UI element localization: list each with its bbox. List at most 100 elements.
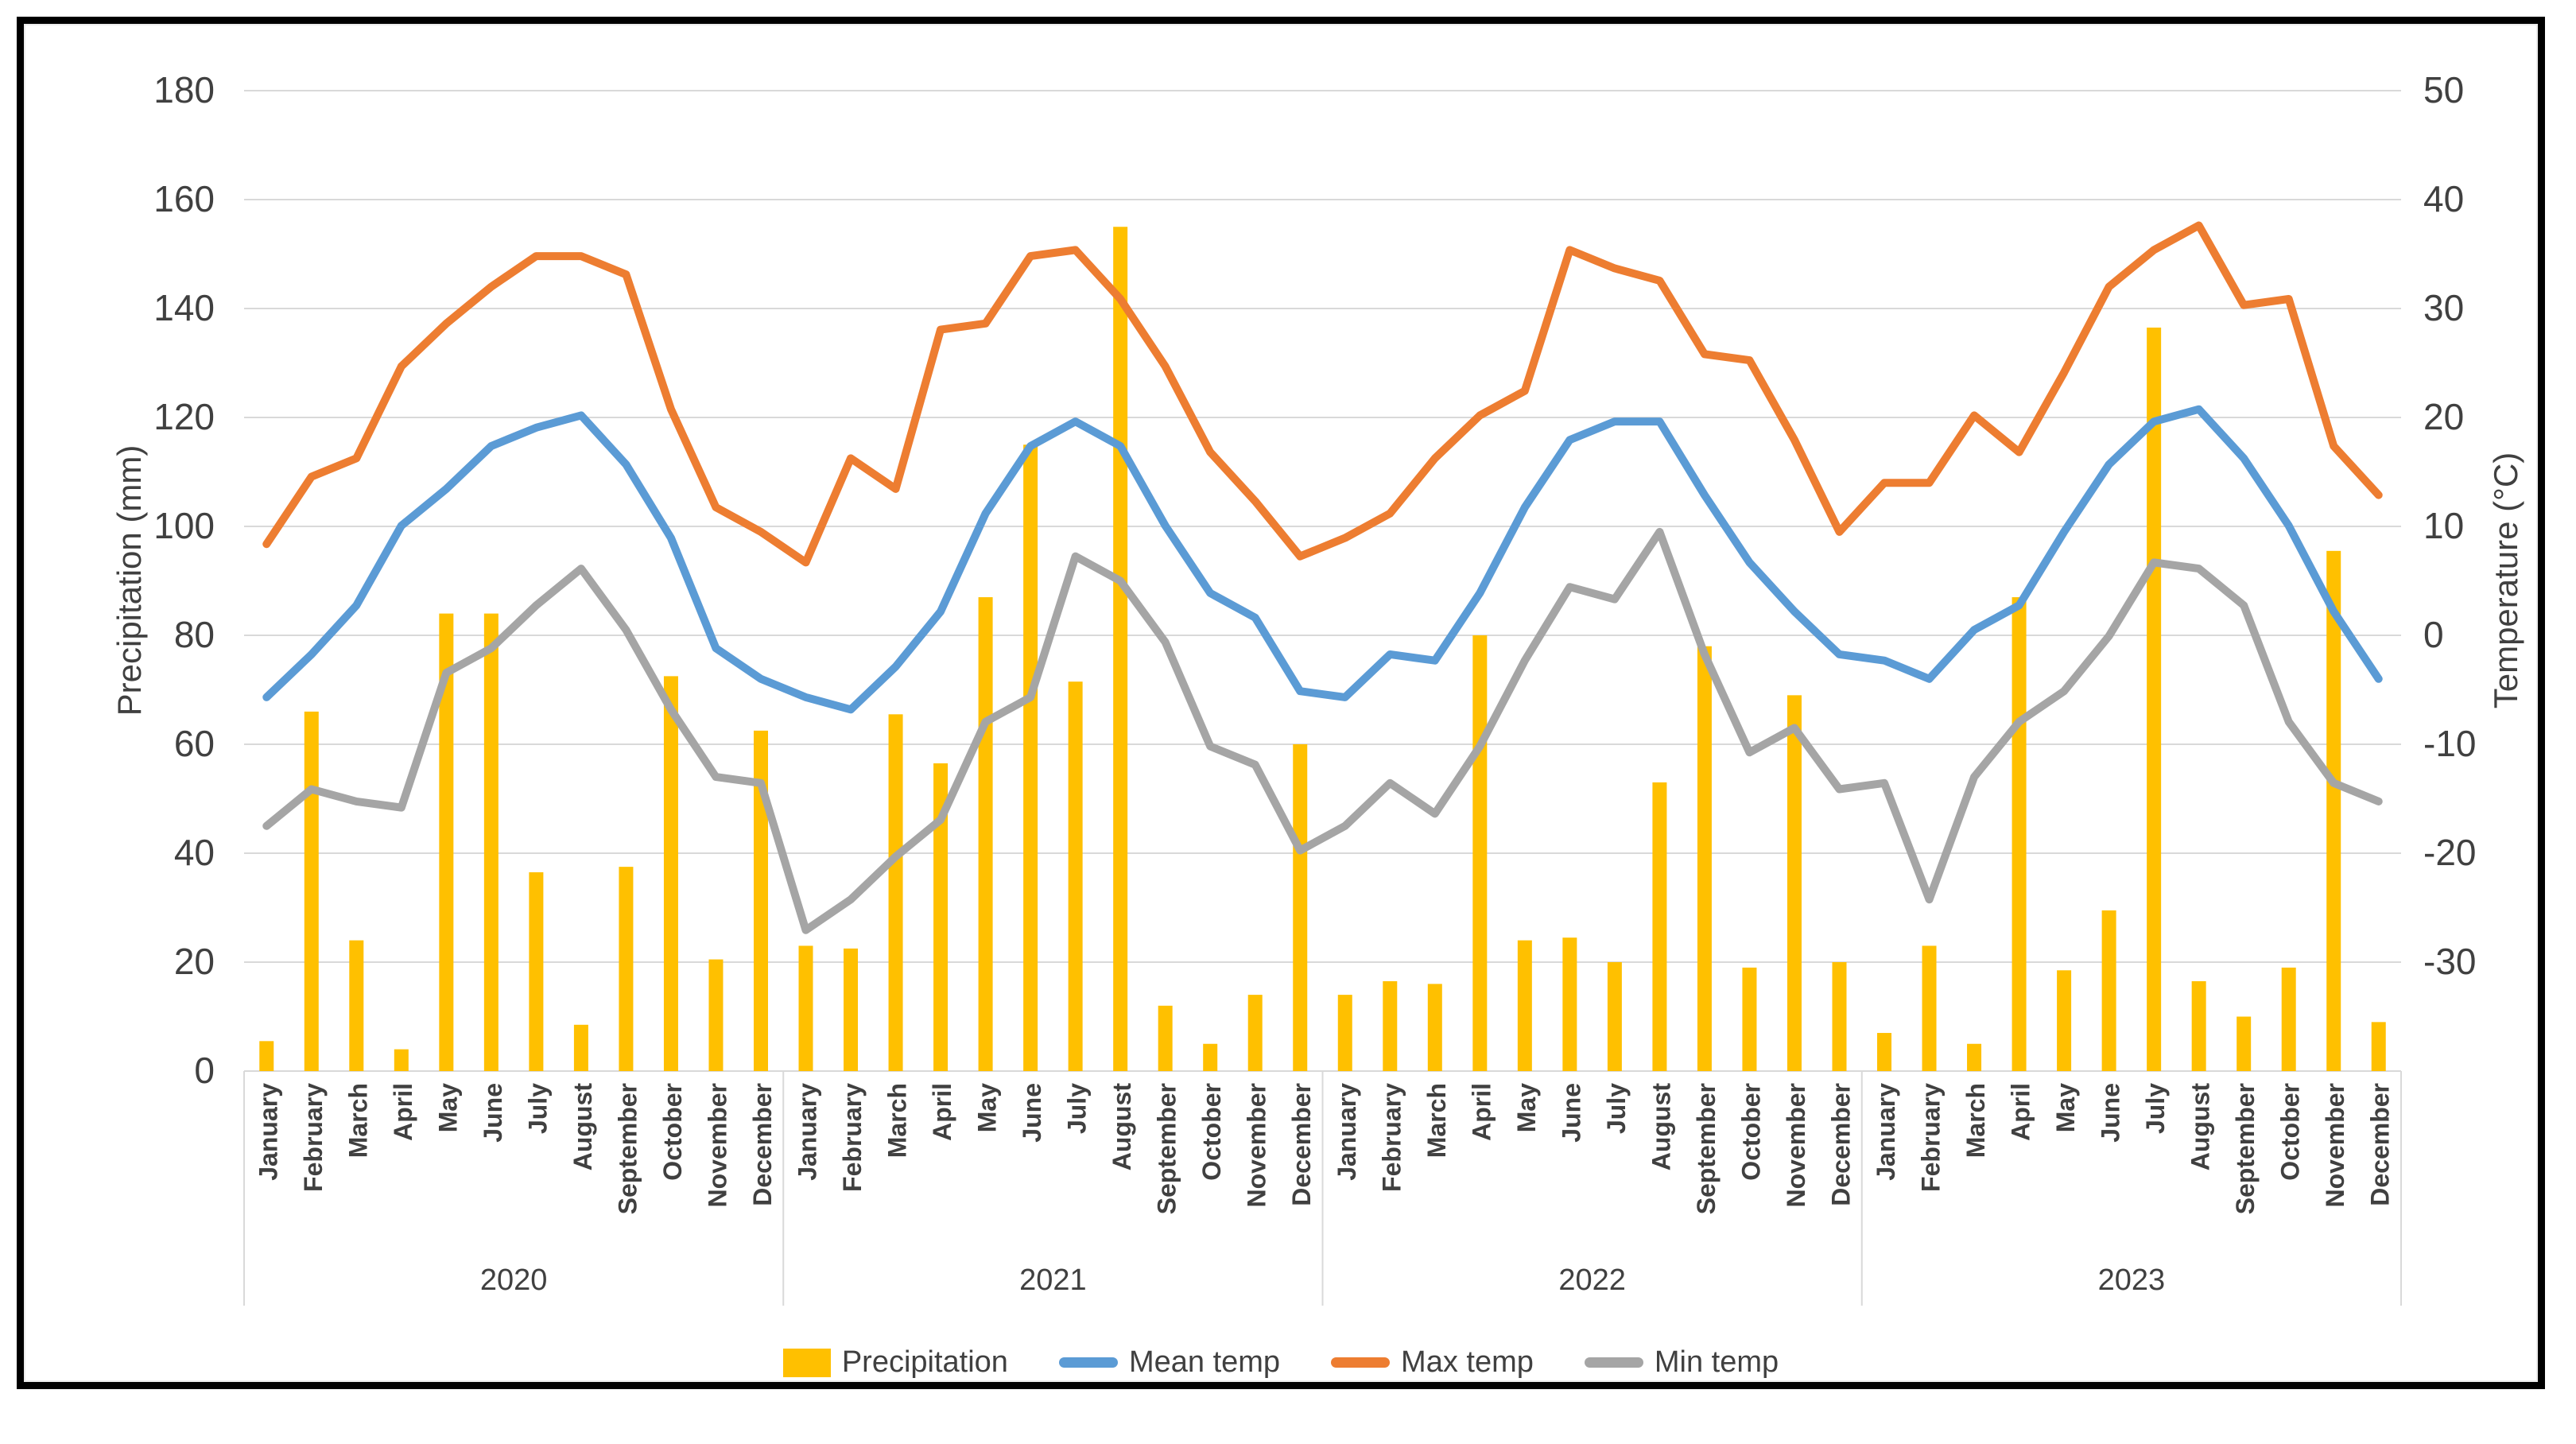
precipitation-bar — [1562, 937, 1577, 1071]
right-axis-tick-label: -30 — [2423, 941, 2476, 982]
month-label: January — [254, 1083, 282, 1181]
month-label: September — [2231, 1083, 2260, 1214]
month-label: November — [2321, 1083, 2349, 1208]
month-label: October — [1736, 1083, 1765, 1181]
precipitation-bar — [2371, 1022, 2386, 1071]
precipitation-bar — [483, 613, 499, 1071]
precipitation-bar — [1967, 1043, 1982, 1071]
month-label: December — [2366, 1083, 2395, 1206]
month-label: March — [883, 1083, 912, 1158]
precipitation-bar — [2012, 597, 2027, 1071]
precipitation-bar — [1922, 945, 1937, 1071]
precipitation-bar — [573, 1024, 588, 1071]
left-axis-tick-label: 160 — [153, 178, 215, 219]
year-label: 2021 — [1019, 1264, 1087, 1297]
precipitation-bar — [1023, 444, 1038, 1071]
precipitation-bar — [1203, 1043, 1218, 1071]
precipitation-bar — [259, 1041, 274, 1071]
month-label: January — [793, 1083, 822, 1181]
combo-chart-plot: 180 50 160 40 140 30 120 20 100 10 80 0 60 -10 40 -20 20… — [153, 69, 2476, 1306]
left-axis-tick-label: 140 — [153, 287, 215, 328]
chart-frame: 180 50 160 40 140 30 120 20 100 10 80 0 60 -10 40 -20 20… — [17, 17, 2545, 1389]
legend-label: Min temp — [1654, 1345, 1779, 1379]
right-axis-tick-label: -20 — [2423, 832, 2476, 873]
right-axis-tick-label: 10 — [2423, 505, 2464, 546]
mean-temp-line-swatch-icon — [1058, 1357, 1118, 1368]
precipitation-bar — [1337, 995, 1352, 1071]
precipitation-bar — [708, 959, 724, 1071]
month-label: December — [1287, 1083, 1316, 1206]
left-axis-tick-label: 0 — [194, 1050, 215, 1091]
legend-item-min-temp: Min temp — [1584, 1345, 1779, 1380]
left-axis-title: Precipitation (mm) — [111, 444, 148, 716]
month-label: May — [433, 1083, 462, 1132]
left-axis-tick-label: 20 — [174, 941, 215, 982]
month-label: April — [928, 1083, 956, 1141]
month-label: December — [748, 1083, 777, 1206]
month-label: July — [1602, 1083, 1631, 1134]
max-temp-line-swatch-icon — [1331, 1357, 1391, 1368]
month-label: June — [2097, 1083, 2125, 1143]
month-label: July — [1063, 1083, 1092, 1134]
precipitation-bar — [1697, 646, 1712, 1071]
month-label: March — [343, 1083, 372, 1158]
year-label: 2023 — [2098, 1264, 2166, 1297]
month-label: September — [1153, 1083, 1181, 1214]
precipitation-bar — [798, 945, 813, 1071]
month-label: December — [1826, 1083, 1855, 1206]
precipitation-bar — [2326, 550, 2341, 1071]
month-label: February — [838, 1083, 867, 1192]
precipitation-bar — [394, 1049, 409, 1071]
chart-inner-border — [24, 24, 2538, 1382]
legend-label: Precipitation — [841, 1345, 1008, 1379]
month-label: October — [2276, 1083, 2305, 1181]
left-axis-tick-label: 40 — [174, 832, 215, 873]
precipitation-bar — [304, 711, 319, 1071]
left-axis-tick-label: 180 — [153, 69, 215, 111]
precipitation-bar — [888, 714, 903, 1071]
precipitation-bar — [529, 871, 544, 1071]
precipitation-bar — [844, 948, 859, 1071]
precipitation-bar — [1877, 1033, 1892, 1071]
month-label: April — [1467, 1083, 1496, 1141]
left-axis-tick-label: 120 — [153, 396, 215, 437]
precipitation-bar — [1832, 962, 1847, 1071]
left-axis-tick-label: 80 — [174, 614, 215, 655]
month-label: February — [299, 1083, 328, 1192]
precipitation-bar — [1607, 962, 1622, 1071]
right-axis-tick-label: 0 — [2423, 614, 2444, 655]
legend-item-mean-temp: Mean temp — [1058, 1345, 1280, 1380]
min-temp-line-swatch-icon — [1584, 1357, 1643, 1368]
month-label: September — [613, 1083, 642, 1214]
precipitation-bar — [2057, 970, 2072, 1071]
month-label: March — [1961, 1083, 1990, 1158]
mean-temp-line — [262, 405, 2383, 714]
precipitation-bar — [1113, 227, 1128, 1071]
precipitation-bar — [1742, 967, 1757, 1071]
month-label: May — [1512, 1083, 1541, 1132]
month-label: September — [1692, 1083, 1721, 1214]
precipitation-bar — [619, 867, 634, 1071]
month-label: August — [2186, 1083, 2215, 1171]
precipitation-bar — [1158, 1005, 1173, 1071]
right-axis-tick-label: 20 — [2423, 396, 2464, 437]
precipitation-bar — [933, 763, 949, 1071]
month-label: April — [2007, 1083, 2035, 1141]
precipitation-bar — [2237, 1016, 2252, 1071]
month-label: February — [1377, 1083, 1406, 1192]
month-label: March — [1422, 1083, 1451, 1158]
precipitation-bar — [978, 597, 993, 1071]
month-label: May — [973, 1083, 1002, 1132]
month-label: June — [1018, 1083, 1046, 1143]
month-label: February — [1917, 1083, 1946, 1192]
legend: Precipitation Mean temp Max temp Min tem… — [24, 1345, 2538, 1380]
month-label: June — [479, 1083, 507, 1143]
month-label: October — [658, 1083, 687, 1181]
month-label: November — [1782, 1083, 1810, 1208]
month-label: November — [703, 1083, 731, 1208]
month-label: August — [1108, 1083, 1136, 1171]
month-label: November — [1243, 1083, 1271, 1208]
legend-label: Max temp — [1401, 1345, 1534, 1379]
month-label: October — [1197, 1083, 1226, 1181]
precipitation-bar-swatch-icon — [782, 1348, 831, 1377]
